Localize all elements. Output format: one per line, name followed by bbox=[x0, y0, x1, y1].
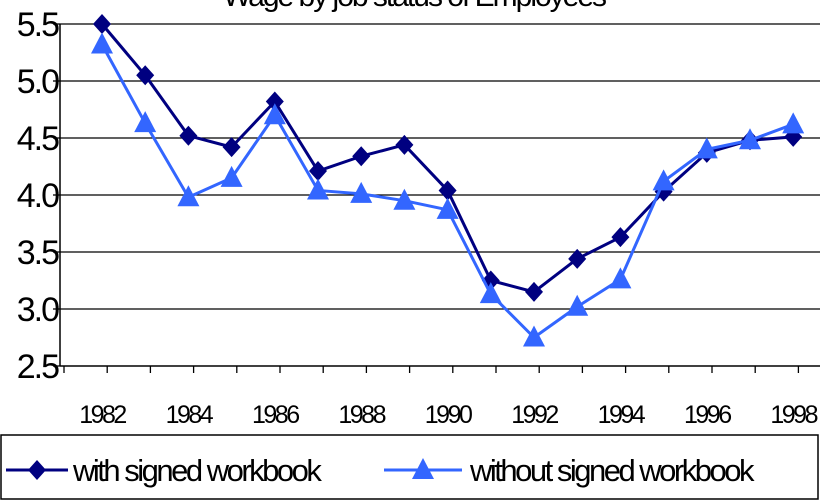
x-tick-label: 1986 bbox=[252, 401, 299, 429]
data-point bbox=[611, 227, 630, 248]
x-tick-label: 1994 bbox=[598, 401, 646, 429]
y-tick-label: 5.0 bbox=[17, 63, 59, 101]
y-tick-label: 5.5 bbox=[17, 6, 59, 44]
legend-label: without signed workbook bbox=[469, 453, 755, 488]
data-point bbox=[395, 134, 414, 155]
legend-marker bbox=[28, 460, 46, 480]
data-point bbox=[91, 32, 113, 54]
data-point bbox=[309, 161, 327, 182]
data-point bbox=[782, 112, 805, 134]
y-axis-ticks: 2.5 3.0 3.5 4.0 4.5 5.0 5.5 bbox=[17, 6, 61, 386]
legend-item: without signed workbook bbox=[384, 453, 757, 488]
data-point bbox=[352, 146, 371, 167]
data-point bbox=[93, 14, 111, 34]
data-point bbox=[134, 111, 157, 133]
data-point bbox=[393, 188, 416, 210]
data-point bbox=[263, 103, 286, 125]
data-point bbox=[177, 185, 200, 207]
data-point bbox=[525, 281, 543, 302]
x-axis-ticks: 1982 1984 1986 1988 1990 1992 1994 1996 1998 bbox=[63, 366, 820, 429]
data-point bbox=[220, 165, 243, 187]
data-point bbox=[739, 128, 761, 150]
x-tick-label: 1992 bbox=[511, 401, 558, 429]
y-tick-label: 3.0 bbox=[17, 291, 59, 329]
data-point bbox=[523, 325, 545, 347]
data-point bbox=[438, 180, 457, 201]
x-tick-label: 1984 bbox=[166, 401, 214, 429]
chart-title: Wage by job status of Employees bbox=[223, 0, 606, 13]
data-point bbox=[479, 282, 502, 304]
x-tick-label: 1990 bbox=[425, 401, 472, 429]
legend-item: with signed workbook bbox=[6, 453, 325, 488]
series-layer bbox=[91, 14, 805, 347]
data-point bbox=[695, 137, 718, 159]
series-without-signed-workbook bbox=[91, 32, 805, 347]
data-point bbox=[265, 91, 284, 112]
x-tick-label: 1988 bbox=[338, 401, 385, 429]
legend: with signed workbook without signed workb… bbox=[0, 434, 819, 500]
data-point bbox=[350, 181, 373, 203]
y-tick-label: 4.5 bbox=[17, 120, 59, 158]
y-tick-label: 3.5 bbox=[17, 234, 59, 272]
x-tick-label: 1982 bbox=[79, 401, 126, 429]
data-point bbox=[136, 65, 155, 86]
data-point bbox=[652, 169, 675, 191]
data-point bbox=[436, 197, 459, 219]
data-point bbox=[566, 294, 589, 316]
legend-marker bbox=[412, 458, 434, 479]
data-point bbox=[222, 137, 241, 158]
data-point bbox=[609, 267, 632, 289]
data-point bbox=[307, 178, 329, 200]
data-point bbox=[568, 248, 587, 269]
legend-label: with signed workbook bbox=[72, 453, 322, 488]
y-tick-label: 2.5 bbox=[17, 348, 59, 386]
legend-box bbox=[0, 434, 819, 500]
gridlines bbox=[60, 23, 820, 310]
data-point bbox=[179, 125, 198, 146]
x-tick-label: 1998 bbox=[770, 401, 817, 429]
x-tick-label: 1996 bbox=[684, 401, 731, 429]
y-tick-label: 4.0 bbox=[17, 177, 59, 215]
